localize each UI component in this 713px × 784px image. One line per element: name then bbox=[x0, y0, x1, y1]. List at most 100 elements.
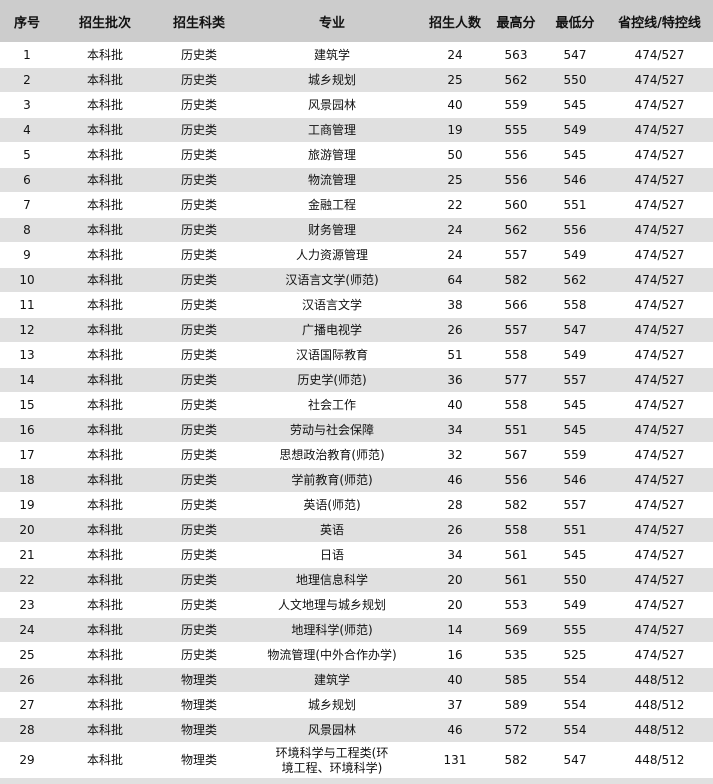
table-row: 11 本科批 历史类 汉语言文学 38 566 558 474/527 bbox=[0, 292, 713, 318]
cell-major: 城乡规划 bbox=[242, 692, 422, 718]
cell-index: 26 bbox=[0, 667, 54, 693]
cell-enrollment: 25 bbox=[422, 167, 488, 193]
cell-control-line: 474/527 bbox=[606, 517, 713, 543]
cell-index: 8 bbox=[0, 217, 54, 243]
cell-min-score: 559 bbox=[544, 442, 606, 468]
cell-category: 历史类 bbox=[156, 67, 242, 93]
cell-min-score: 546 bbox=[544, 467, 606, 493]
cell-batch: 本科批 bbox=[54, 217, 156, 243]
cell-max-score: 572 bbox=[488, 717, 544, 743]
cell-batch: 本科批 bbox=[54, 642, 156, 668]
cell-enrollment: 32 bbox=[422, 442, 488, 468]
table-row: 8 本科批 历史类 财务管理 24 562 556 474/527 bbox=[0, 217, 713, 243]
cell-category: 物理类 bbox=[156, 742, 242, 778]
table-row: 3 本科批 历史类 风景园林 40 559 545 474/527 bbox=[0, 92, 713, 118]
cell-category: 历史类 bbox=[156, 592, 242, 618]
cell-control-line: 474/527 bbox=[606, 67, 713, 93]
table-row: 23 本科批 历史类 人文地理与城乡规划 20 553 549 474/527 bbox=[0, 592, 713, 618]
cell-major: 汉语言文学 bbox=[242, 292, 422, 318]
cell-control-line: 448/512 bbox=[606, 667, 713, 693]
cell-max-score: 557 bbox=[488, 242, 544, 268]
cell-control-line: 474/527 bbox=[606, 367, 713, 393]
cell-control-line: 474/527 bbox=[606, 317, 713, 343]
cell-control-line: 474/527 bbox=[606, 617, 713, 643]
table-row: 10 本科批 历史类 汉语言文学(师范) 64 582 562 474/527 bbox=[0, 267, 713, 293]
cell-category: 历史类 bbox=[156, 217, 242, 243]
cell-batch: 本科批 bbox=[54, 317, 156, 343]
cell-batch: 本科批 bbox=[54, 367, 156, 393]
cell-min-score: 558 bbox=[544, 292, 606, 318]
cell-min-score: 554 bbox=[544, 667, 606, 693]
cell-control-line: 474/527 bbox=[606, 217, 713, 243]
cell-min-score: 555 bbox=[544, 617, 606, 643]
table-row: 9 本科批 历史类 人力资源管理 24 557 549 474/527 bbox=[0, 242, 713, 268]
cell-major: 汉语国际教育 bbox=[242, 342, 422, 368]
cell-index: 19 bbox=[0, 492, 54, 518]
cell-max-score: 577 bbox=[488, 367, 544, 393]
cell-max-score: 559 bbox=[488, 92, 544, 118]
cell-max-score: 560 bbox=[488, 192, 544, 218]
cell-index: 6 bbox=[0, 167, 54, 193]
cell-category: 历史类 bbox=[156, 492, 242, 518]
cell-major: 建筑学 bbox=[242, 667, 422, 693]
table-continuation-strip bbox=[0, 778, 713, 784]
cell-major: 学前教育(师范) bbox=[242, 467, 422, 493]
cell-enrollment: 26 bbox=[422, 517, 488, 543]
cell-batch: 本科批 bbox=[54, 267, 156, 293]
table-row: 17 本科批 历史类 思想政治教育(师范) 32 567 559 474/527 bbox=[0, 442, 713, 468]
cell-control-line: 474/527 bbox=[606, 542, 713, 568]
cell-control-line: 474/527 bbox=[606, 42, 713, 68]
cell-batch: 本科批 bbox=[54, 467, 156, 493]
cell-batch: 本科批 bbox=[54, 417, 156, 443]
cell-min-score: 551 bbox=[544, 192, 606, 218]
cell-control-line: 474/527 bbox=[606, 392, 713, 418]
cell-index: 7 bbox=[0, 192, 54, 218]
table-row: 27 本科批 物理类 城乡规划 37 589 554 448/512 bbox=[0, 692, 713, 718]
cell-category: 历史类 bbox=[156, 642, 242, 668]
cell-min-score: 550 bbox=[544, 567, 606, 593]
table-row: 21 本科批 历史类 日语 34 561 545 474/527 bbox=[0, 542, 713, 568]
cell-category: 历史类 bbox=[156, 567, 242, 593]
cell-max-score: 567 bbox=[488, 442, 544, 468]
cell-batch: 本科批 bbox=[54, 42, 156, 68]
cell-index: 10 bbox=[0, 267, 54, 293]
cell-enrollment: 20 bbox=[422, 567, 488, 593]
cell-max-score: 561 bbox=[488, 542, 544, 568]
cell-max-score: 556 bbox=[488, 167, 544, 193]
table-row: 26 本科批 物理类 建筑学 40 585 554 448/512 bbox=[0, 667, 713, 693]
cell-major: 物流管理(中外合作办学) bbox=[242, 642, 422, 668]
cell-min-score: 556 bbox=[544, 217, 606, 243]
cell-control-line: 474/527 bbox=[606, 567, 713, 593]
table-row: 20 本科批 历史类 英语 26 558 551 474/527 bbox=[0, 517, 713, 543]
cell-max-score: 569 bbox=[488, 617, 544, 643]
cell-category: 历史类 bbox=[156, 92, 242, 118]
cell-control-line: 474/527 bbox=[606, 192, 713, 218]
cell-index: 2 bbox=[0, 67, 54, 93]
table-row: 4 本科批 历史类 工商管理 19 555 549 474/527 bbox=[0, 117, 713, 143]
cell-min-score: 547 bbox=[544, 742, 606, 778]
cell-batch: 本科批 bbox=[54, 117, 156, 143]
cell-index: 1 bbox=[0, 42, 54, 68]
cell-enrollment: 19 bbox=[422, 117, 488, 143]
cell-category: 历史类 bbox=[156, 517, 242, 543]
cell-batch: 本科批 bbox=[54, 292, 156, 318]
table-row: 18 本科批 历史类 学前教育(师范) 46 556 546 474/527 bbox=[0, 467, 713, 493]
cell-index: 29 bbox=[0, 742, 54, 778]
cell-enrollment: 50 bbox=[422, 142, 488, 168]
cell-min-score: 547 bbox=[544, 42, 606, 68]
cell-max-score: 555 bbox=[488, 117, 544, 143]
header-major: 专业 bbox=[242, 0, 422, 43]
cell-max-score: 556 bbox=[488, 467, 544, 493]
header-control-line: 省控线/特控线 bbox=[606, 0, 713, 43]
cell-major: 日语 bbox=[242, 542, 422, 568]
cell-category: 历史类 bbox=[156, 367, 242, 393]
cell-enrollment: 64 bbox=[422, 267, 488, 293]
cell-enrollment: 14 bbox=[422, 617, 488, 643]
cell-min-score: 545 bbox=[544, 542, 606, 568]
cell-enrollment: 131 bbox=[422, 742, 488, 778]
cell-index: 17 bbox=[0, 442, 54, 468]
cell-min-score: 557 bbox=[544, 367, 606, 393]
cell-index: 20 bbox=[0, 517, 54, 543]
cell-max-score: 558 bbox=[488, 342, 544, 368]
